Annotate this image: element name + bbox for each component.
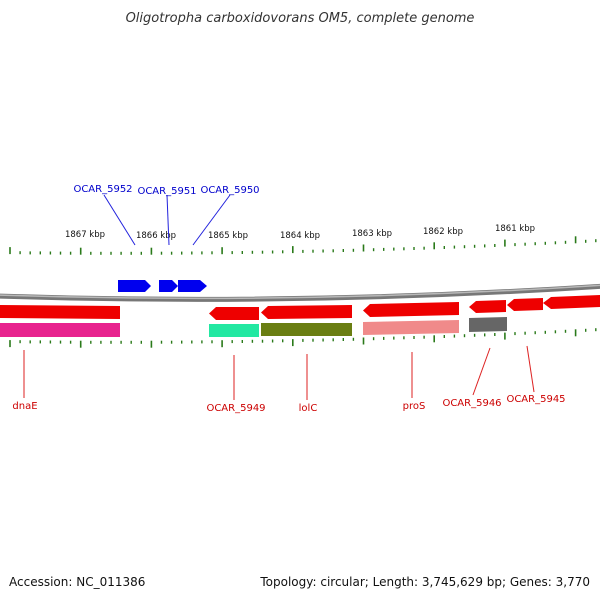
gene-label-ocar-5949[interactable]: OCAR_5949	[206, 403, 265, 414]
leader-line-ocar-5952	[103, 194, 136, 246]
category-band-pros	[363, 320, 459, 335]
forward-gene-ocar-5951[interactable]	[159, 280, 178, 292]
genome-backbone-highlight	[0, 284, 600, 300]
scale-label-1865: 1865 kbp	[208, 231, 248, 241]
forward-gene-ocar-5950[interactable]	[178, 280, 207, 292]
scale-labels: 1867 kbp 1866 kbp 1865 kbp 1864 kbp 1863…	[65, 224, 535, 241]
genome-title: Oligotropha carboxidovorans OM5, complet…	[126, 11, 475, 26]
gene-label-ocar-5951[interactable]: OCAR_5951	[137, 186, 196, 197]
scale-label-1866: 1866 kbp	[136, 231, 176, 241]
category-bands	[0, 317, 507, 337]
forward-strand-genes	[118, 280, 207, 292]
forward-gene-labels: OCAR_5952 OCAR_5951 OCAR_5950	[73, 184, 260, 246]
reverse-gene-lolc[interactable]	[261, 305, 352, 319]
genome-backbone	[0, 283, 600, 302]
scale-label-1867: 1867 kbp	[65, 230, 105, 240]
leader-line-ocar-5950	[192, 194, 231, 246]
gene-label-ocar-5950[interactable]: OCAR_5950	[200, 185, 259, 196]
leader-line-ocar-5951	[166, 194, 170, 246]
accession-text: Accession: NC_011386	[9, 575, 145, 589]
reverse-gene-pros[interactable]	[363, 302, 459, 317]
scale-label-1863: 1863 kbp	[352, 229, 392, 239]
gene-label-ocar-5946[interactable]: OCAR_5946	[442, 398, 501, 409]
reverse-gene-ocar-5949[interactable]	[209, 307, 259, 320]
scale-label-1861: 1861 kbp	[495, 224, 535, 234]
reverse-gene-partial[interactable]	[543, 295, 600, 309]
reverse-strand-genes	[0, 295, 600, 320]
reverse-gene-labels: dnaE OCAR_5949 lolC proS OCAR_5946 OCAR_…	[12, 345, 566, 414]
leader-line-ocar-5946	[472, 347, 491, 396]
category-band-dnae	[0, 323, 120, 337]
gene-label-ocar-5952[interactable]: OCAR_5952	[73, 184, 132, 195]
reverse-gene-ocar-5946[interactable]	[469, 300, 506, 313]
category-band-ocar-5949	[209, 324, 259, 337]
leader-line-ocar-5945	[526, 345, 535, 393]
gene-label-dnae[interactable]: dnaE	[12, 401, 37, 412]
forward-gene-ocar-5952[interactable]	[118, 280, 151, 292]
genome-summary-text: Topology: circular; Length: 3,745,629 bp…	[259, 575, 590, 589]
reverse-gene-ocar-5945[interactable]	[507, 298, 543, 311]
category-band-ocar-5946	[469, 317, 507, 332]
upper-scale-ticks	[9, 236, 597, 255]
lower-scale-ticks	[9, 328, 597, 348]
category-band-lolc	[261, 323, 352, 336]
scale-label-1864: 1864 kbp	[280, 231, 320, 241]
reverse-gene-dnae[interactable]	[0, 305, 120, 319]
gene-label-lolc[interactable]: lolC	[299, 403, 318, 414]
gene-label-ocar-5945[interactable]: OCAR_5945	[506, 394, 565, 405]
gene-label-pros[interactable]: proS	[403, 401, 426, 412]
scale-label-1862: 1862 kbp	[423, 227, 463, 237]
